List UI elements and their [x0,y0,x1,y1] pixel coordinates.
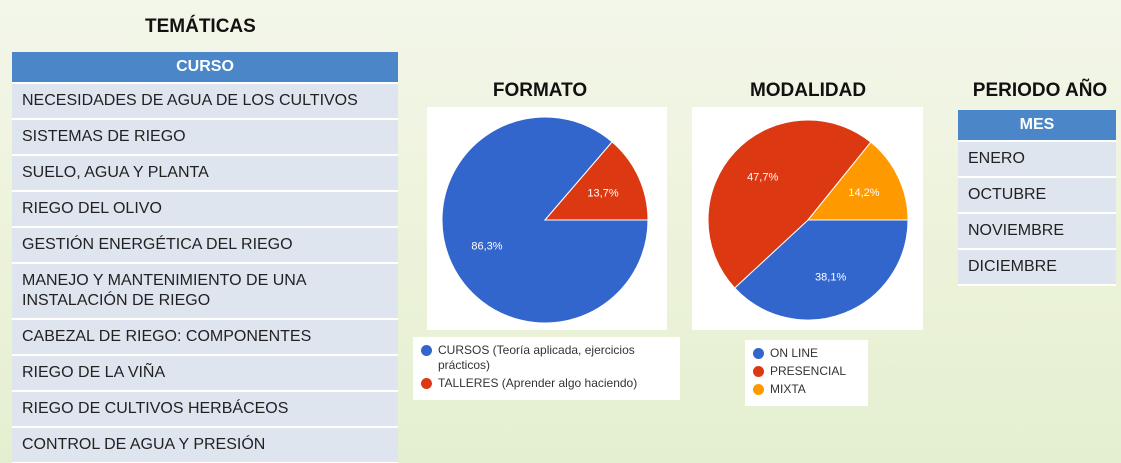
legend-swatch [753,366,764,377]
legend-item: TALLERES (Aprender algo haciendo) [421,376,672,391]
slice-label: 14,2% [848,187,879,199]
periodo-title: PERIODO AÑO [965,80,1115,102]
table-row: SUELO, AGUA Y PLANTA [12,156,398,192]
table-row: GESTIÓN ENERGÉTICA DEL RIEGO [12,228,398,264]
legend-label: TALLERES (Aprender algo haciendo) [438,376,637,391]
slice-label: 47,7% [747,172,778,184]
pie-title: MODALIDAD [708,80,908,102]
legend-swatch [753,348,764,359]
table-row: NECESIDADES DE AGUA DE LOS CULTIVOS [12,84,398,120]
legend-label: CURSOS (Teoría aplicada, ejercicios prác… [438,343,672,373]
slice-label: 86,3% [471,241,502,253]
chart-box: 86,3% 13,7% [427,107,667,330]
chart-box: 38,1% 47,7% 14,2% [692,107,923,330]
legend-item: CURSOS (Teoría aplicada, ejercicios prác… [421,343,672,373]
legend-swatch [753,384,764,395]
legend-item: PRESENCIAL [753,364,860,379]
page: TEMÁTICAS CURSONECESIDADES DE AGUA DE LO… [0,0,1121,463]
table-row: RIEGO DEL OLIVO [12,192,398,228]
table-header: CURSO [12,52,398,84]
table-row: RIEGO DE LA VIÑA [12,356,398,392]
legend-item: MIXTA [753,382,860,397]
legend-label: MIXTA [770,382,806,397]
table-header: MES [958,110,1116,142]
legend-label: ON LINE [770,346,818,361]
legend-item: ON LINE [753,346,860,361]
table-row: DICIEMBRE [958,250,1116,286]
table-row: OCTUBRE [958,178,1116,214]
table-row: CONTROL DE AGUA Y PRESIÓN [12,428,398,463]
pie-chart: 38,1% 47,7% 14,2% [692,107,923,330]
table-row: SISTEMAS DE RIEGO [12,120,398,156]
slice-label: 38,1% [815,272,846,284]
legend: CURSOS (Teoría aplicada, ejercicios prác… [413,337,680,400]
table-row: RIEGO DE CULTIVOS HERBÁCEOS [12,392,398,428]
table-row: MANEJO Y MANTENIMIENTO DE UNA INSTALACIÓ… [12,264,398,320]
table-row: ENERO [958,142,1116,178]
tematicas-title: TEMÁTICAS [145,16,256,38]
legend: ON LINE PRESENCIAL MIXTA [745,340,868,406]
table-row: NOVIEMBRE [958,214,1116,250]
legend-swatch [421,378,432,389]
legend-label: PRESENCIAL [770,364,846,379]
pie-title: FORMATO [440,80,640,102]
table-row: CABEZAL DE RIEGO: COMPONENTES [12,320,398,356]
slice-label: 13,7% [587,187,618,199]
pie-chart: 86,3% 13,7% [427,107,667,330]
legend-swatch [421,345,432,356]
